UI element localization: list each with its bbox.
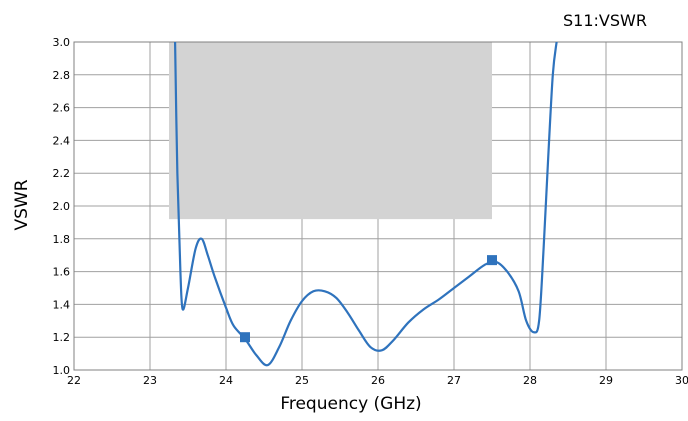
- y-tick-label: 2.6: [53, 102, 71, 115]
- y-tick-label: 2.0: [53, 200, 71, 213]
- y-tick-label: 1.0: [53, 364, 71, 377]
- y-tick-label: 1.4: [53, 298, 71, 311]
- x-tick-label: 30: [675, 374, 688, 387]
- y-tick-label: 2.2: [53, 167, 71, 180]
- data-marker-1: [487, 255, 497, 266]
- y-tick-label: 2.8: [53, 69, 71, 82]
- x-tick-label: 28: [523, 374, 537, 387]
- series-line-0: [173, 42, 558, 367]
- x-tick-labels: 22 23 24 25 26 27 28 29 30: [67, 374, 688, 387]
- x-tick-label: 23: [143, 374, 157, 387]
- x-axis-title: Frequency (GHz): [280, 394, 421, 414]
- x-tick-label: 22: [67, 374, 81, 387]
- x-tick-label: 27: [447, 374, 461, 387]
- y-axis-title: VSWR: [12, 179, 32, 230]
- marker-layer: [240, 255, 497, 343]
- y-tick-label: 2.4: [53, 134, 71, 147]
- plot-frame: [73, 41, 683, 371]
- shaded-spec-region: [169, 42, 492, 220]
- y-tick-label: 1.2: [53, 331, 71, 344]
- chart-title: S11:VSWR: [563, 11, 647, 30]
- data-marker-0: [240, 332, 250, 343]
- y-tick-label: 1.6: [53, 266, 71, 279]
- x-tick-label: 25: [295, 374, 309, 387]
- y-tick-labels: 1.0 1.2 1.4 1.6 1.8 2.0 2.2 2.4 2.6 2.8 3.0: [53, 36, 71, 377]
- series-layer: [173, 42, 558, 367]
- x-tick-label: 26: [371, 374, 385, 387]
- shaded-region: [169, 42, 492, 220]
- y-tick-label: 1.8: [53, 233, 71, 246]
- y-tick-label: 3.0: [53, 36, 71, 49]
- x-tick-label: 29: [599, 374, 613, 387]
- plot-border: [73, 41, 683, 371]
- x-tick-label: 24: [219, 374, 233, 387]
